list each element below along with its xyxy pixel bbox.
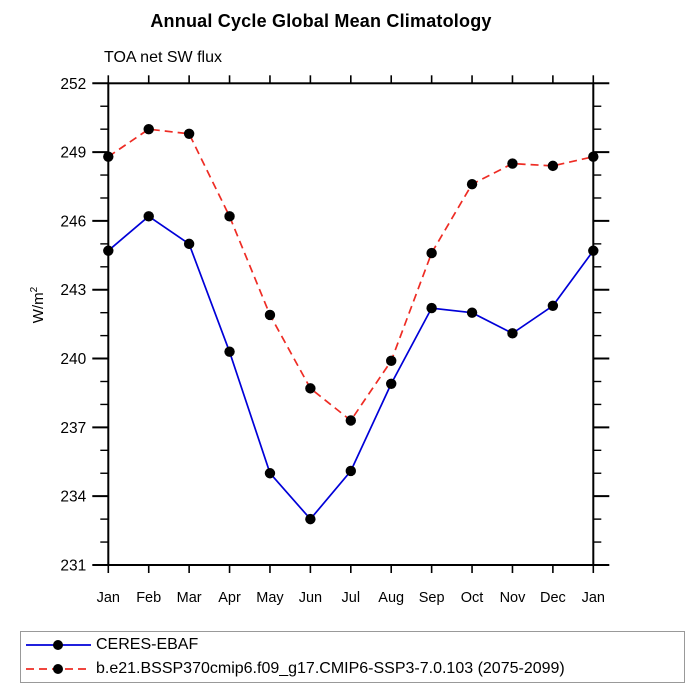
- data-point-marker: [426, 302, 437, 314]
- series-markers-1: [103, 123, 599, 426]
- x-tick-label: May: [256, 590, 284, 606]
- legend-sample-marker: [53, 640, 63, 650]
- data-point-marker: [547, 160, 559, 172]
- y-tick-label: 234: [60, 489, 86, 506]
- y-tick-label: 249: [60, 145, 86, 162]
- data-point-marker: [224, 346, 235, 357]
- legend-line-sample-dashed: [26, 664, 91, 674]
- data-point-marker: [386, 355, 397, 367]
- data-point-marker: [305, 383, 316, 394]
- data-point-marker: [466, 307, 478, 318]
- legend-label: b.e21.BSSP370cmip6.f09_g17.CMIP6-SSP3-7.…: [96, 660, 565, 677]
- data-point-marker: [507, 328, 518, 339]
- legend-sample-marker: [53, 664, 63, 674]
- data-point-marker: [183, 128, 195, 139]
- data-point-marker: [224, 211, 235, 222]
- data-point-marker: [264, 468, 276, 479]
- y-tick-label: 252: [60, 76, 86, 93]
- x-tick-label: Oct: [461, 590, 484, 606]
- legend: CERES-EBAF b.e21.BSSP370cmip6.f09_g17.CM…: [20, 631, 685, 683]
- data-point-marker: [426, 247, 437, 259]
- x-tick-label: Feb: [136, 590, 161, 606]
- y-axis-ticks: 231 234 237 240 243 246 249 252: [60, 76, 610, 575]
- data-point-marker: [143, 123, 154, 135]
- x-axis-ticks: Jan Feb Mar Apr May Jun Jul Aug Sep Oct Nov Dec Jan: [97, 75, 605, 606]
- x-tick-label: Nov: [500, 590, 527, 606]
- data-point-marker: [143, 211, 154, 222]
- data-point-marker: [103, 245, 114, 256]
- data-point-marker: [507, 158, 518, 169]
- x-tick-label: Sep: [419, 590, 445, 606]
- x-tick-label: Dec: [540, 590, 566, 606]
- x-tick-label: Jun: [299, 590, 322, 606]
- legend-label: CERES-EBAF: [96, 636, 199, 653]
- data-point-marker: [345, 415, 356, 426]
- x-tick-label: Jan: [582, 590, 605, 606]
- x-tick-label: Mar: [177, 590, 202, 606]
- chart-title: Annual Cycle Global Mean Climatology: [150, 11, 492, 31]
- series-markers-0: [103, 211, 599, 525]
- legend-line-sample-solid: [26, 640, 91, 650]
- legend-item-observation: CERES-EBAF: [24, 633, 684, 657]
- y-tick-label: 240: [60, 351, 86, 368]
- x-tick-label: Jan: [97, 590, 120, 606]
- plot-border: [107, 82, 595, 567]
- y-tick-label: 246: [60, 213, 86, 230]
- data-point-marker: [386, 378, 397, 389]
- data-point-marker: [547, 300, 559, 311]
- data-point-marker: [588, 151, 599, 162]
- data-point-marker: [305, 513, 316, 525]
- data-point-marker: [588, 245, 599, 256]
- y-tick-label: 243: [60, 282, 86, 299]
- data-point-marker: [103, 151, 114, 162]
- x-tick-label: Jul: [342, 590, 361, 606]
- y-tick-label: 231: [60, 558, 86, 575]
- data-point-marker: [345, 465, 356, 477]
- data-point-marker: [183, 238, 195, 250]
- data-point-marker: [264, 309, 276, 321]
- series-line-1: [107, 128, 594, 422]
- legend-item-model: b.e21.BSSP370cmip6.f09_g17.CMIP6-SSP3-7.…: [24, 657, 684, 681]
- chart-subtitle: TOA net SW flux: [104, 49, 222, 66]
- data-point-marker: [466, 179, 478, 190]
- y-tick-label: 237: [60, 420, 86, 437]
- x-tick-label: Apr: [218, 590, 241, 606]
- x-tick-label: Aug: [378, 590, 404, 606]
